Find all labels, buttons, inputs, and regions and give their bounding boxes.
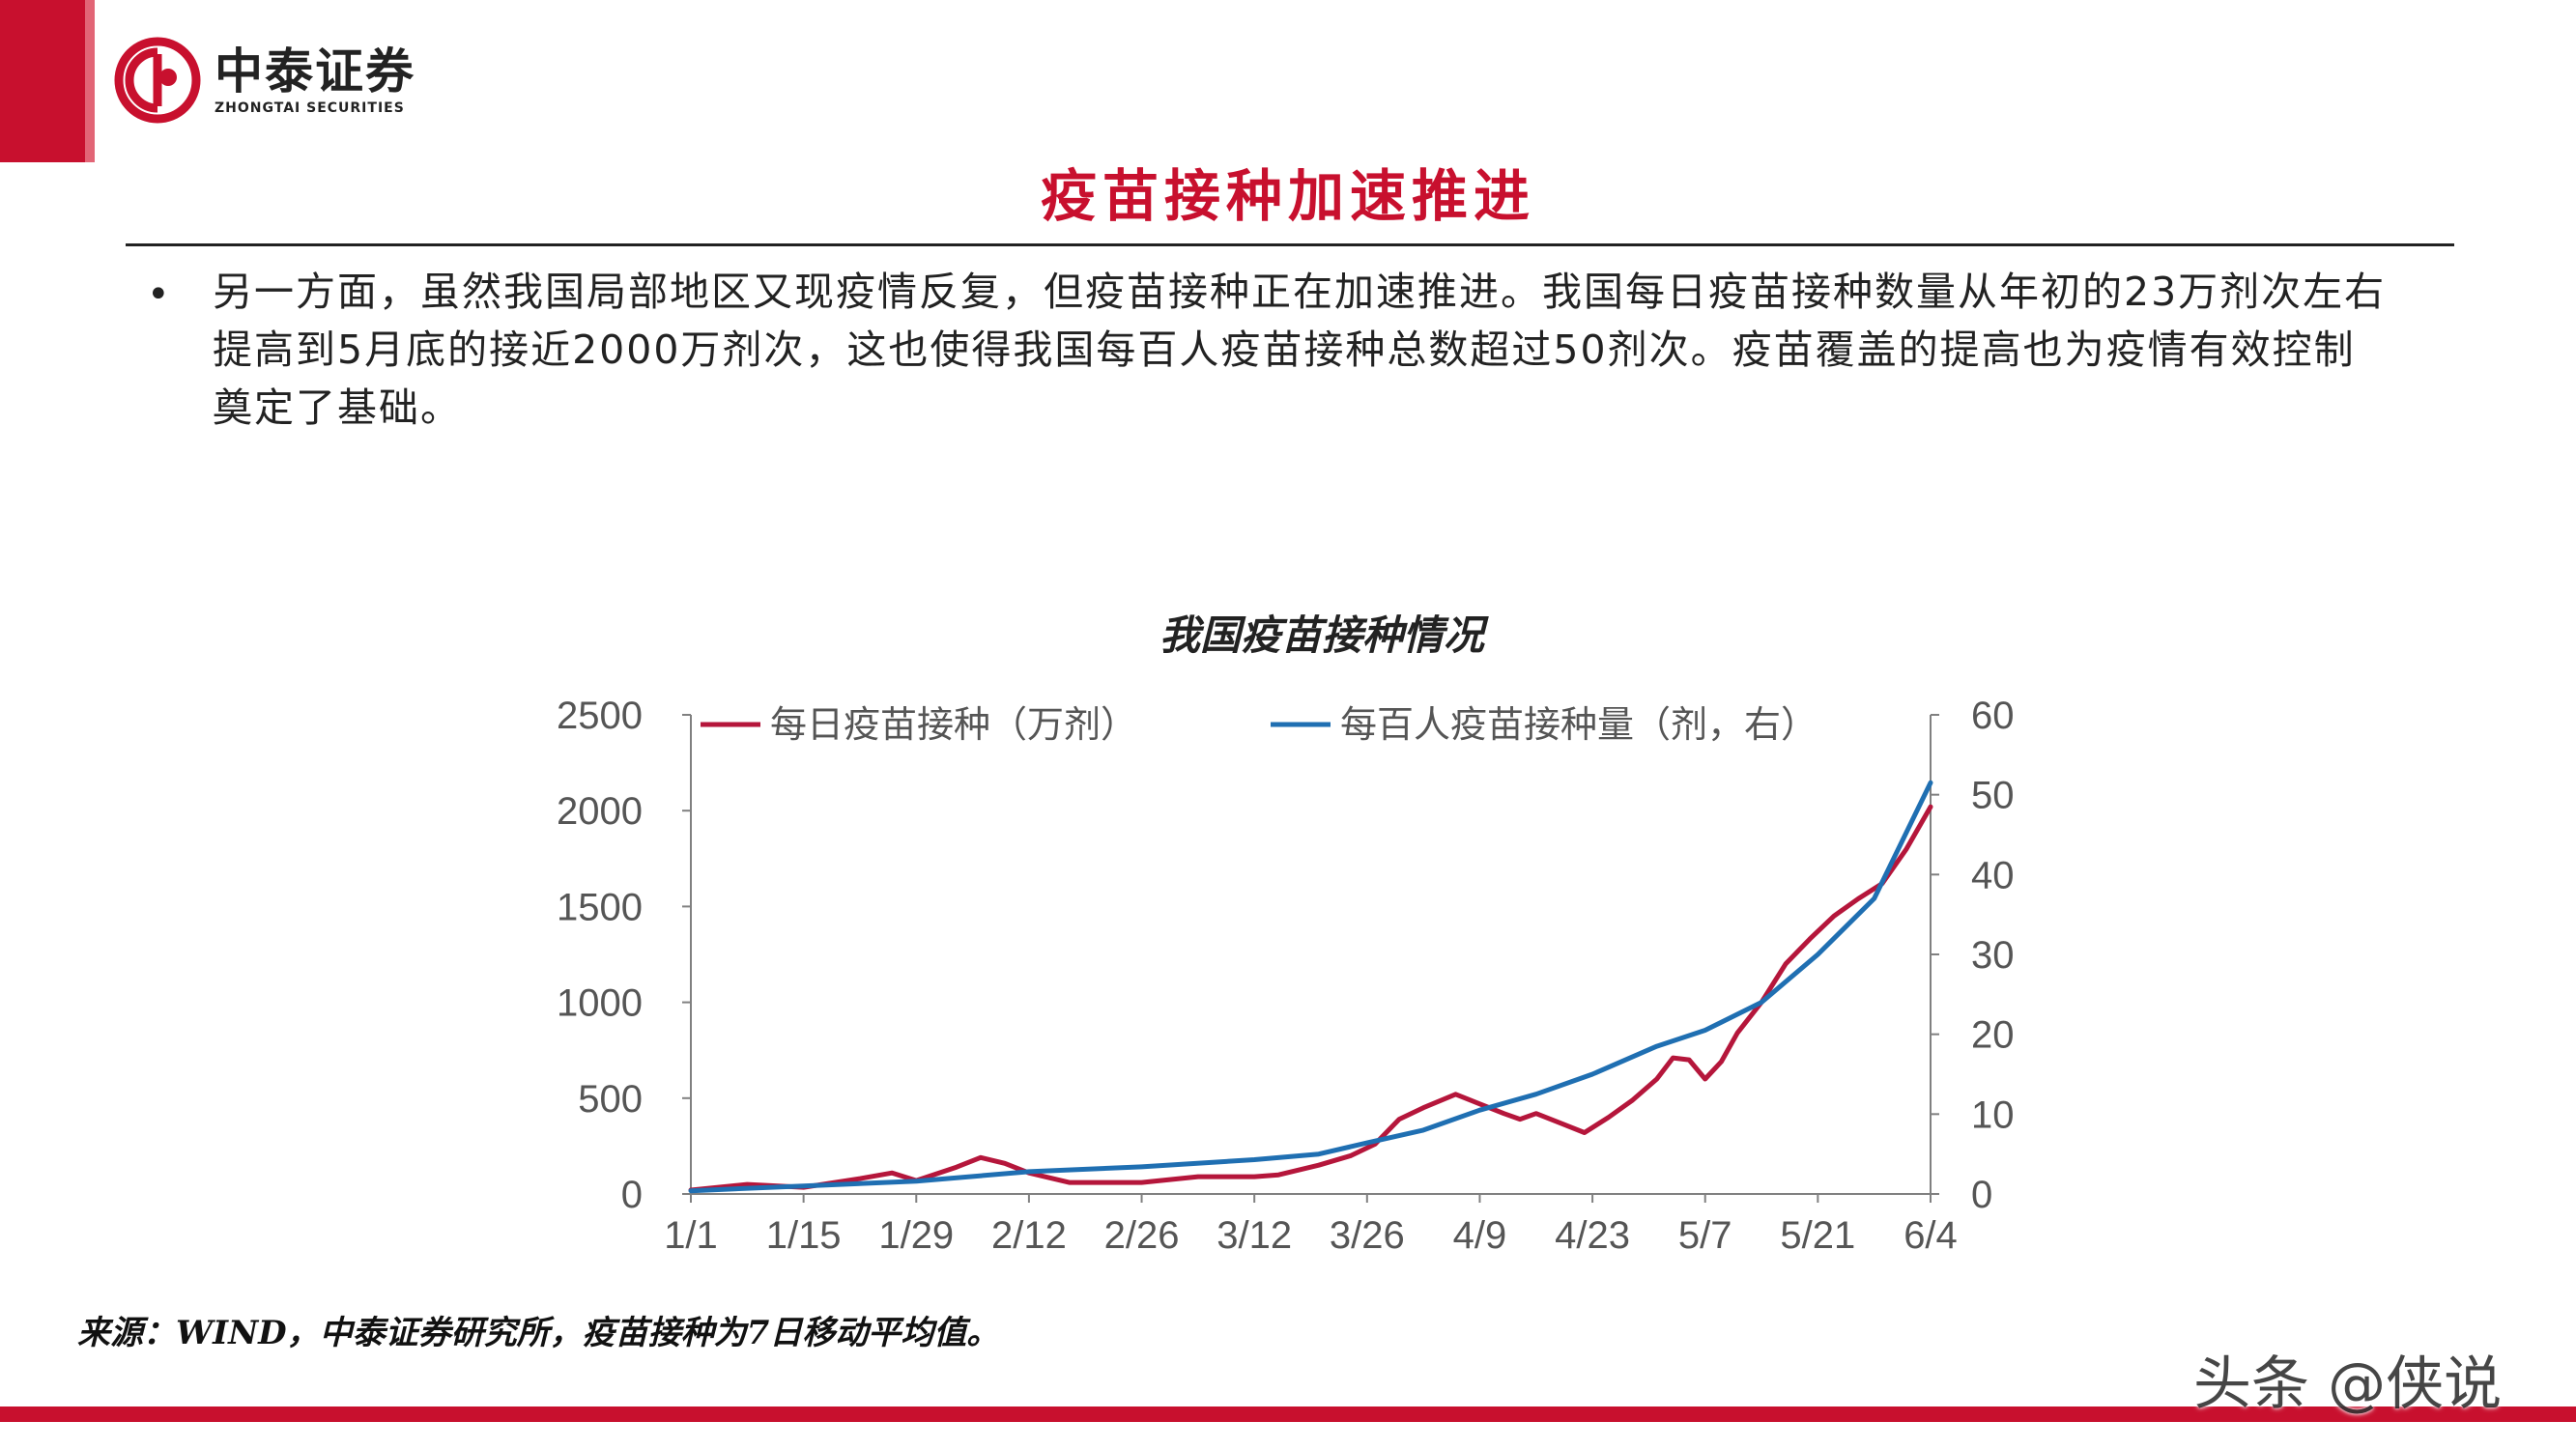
x-tick-label: 6/4 bbox=[1903, 1214, 1958, 1257]
logo-chinese-name: 中泰证券 bbox=[215, 43, 415, 99]
x-tick-label: 5/7 bbox=[1678, 1214, 1732, 1257]
y-left-tick-label: 1500 bbox=[557, 886, 643, 928]
title-divider bbox=[126, 243, 2454, 246]
bullet-marker: • bbox=[147, 272, 170, 317]
page-title: 疫苗接种加速推进 bbox=[1040, 163, 1535, 229]
x-tick-label: 2/26 bbox=[1104, 1214, 1180, 1257]
watermark-text: 头条 @侠说 bbox=[2193, 1350, 2503, 1418]
y-left-tick-label: 1000 bbox=[557, 982, 643, 1025]
source-note: 来源：WIND，中泰证券研究所，疫苗接种为7日移动平均值。 bbox=[77, 1314, 1000, 1352]
y-right-tick-label: 10 bbox=[1971, 1094, 2015, 1136]
y-right-tick-label: 30 bbox=[1971, 934, 2015, 977]
x-tick-label: 3/12 bbox=[1216, 1214, 1292, 1257]
x-tick-label: 4/23 bbox=[1555, 1214, 1630, 1257]
chart-axes: 0 500 1000 1500 2000 2500 0 10 20 30 40 50 60 1/1 1/15… bbox=[557, 695, 2014, 1257]
y-left-tick-label: 2500 bbox=[557, 695, 643, 737]
bottom-brand-bar bbox=[0, 1406, 2576, 1422]
chart-series-layer bbox=[688, 780, 1933, 1194]
y-left-tick-label: 2000 bbox=[557, 790, 643, 833]
x-tick-label: 5/21 bbox=[1780, 1214, 1855, 1257]
x-tick-label: 4/9 bbox=[1453, 1214, 1507, 1257]
y-left-tick-label: 500 bbox=[578, 1078, 643, 1121]
x-tick-label: 3/26 bbox=[1330, 1214, 1405, 1257]
y-right-tick-label: 50 bbox=[1971, 775, 2015, 817]
y-right-tick-label: 60 bbox=[1971, 695, 2015, 737]
legend-label-0: 每日疫苗接种（万剂） bbox=[770, 703, 1137, 746]
y-right-tick-label: 0 bbox=[1971, 1174, 1992, 1216]
y-left-tick-label: 0 bbox=[621, 1174, 643, 1216]
chart-legend: 每日疫苗接种（万剂） 每百人疫苗接种量（剂，右） bbox=[701, 703, 1818, 746]
chart-title: 我国疫苗接种情况 bbox=[1159, 611, 1489, 659]
logo-english-name: ZHONGTAI SECURITIES bbox=[215, 100, 405, 116]
brand-corner-bar bbox=[0, 0, 95, 162]
x-tick-label: 1/1 bbox=[664, 1214, 718, 1257]
zhongtai-logo-icon bbox=[114, 37, 201, 124]
company-logo: 中泰证券 ZHONGTAI SECURITIES bbox=[114, 37, 415, 124]
daily-vaccination-line bbox=[688, 804, 1933, 1193]
x-tick-label: 2/12 bbox=[991, 1214, 1067, 1257]
per-hundred-doses-line bbox=[688, 780, 1933, 1194]
y-right-tick-label: 20 bbox=[1971, 1014, 2015, 1057]
y-right-tick-label: 40 bbox=[1971, 854, 2015, 896]
x-tick-label: 1/15 bbox=[766, 1214, 842, 1257]
body-paragraph: 另一方面，虽然我国局部地区又现疫情反复，但疫苗接种正在加速推进。我国每日疫苗接种… bbox=[213, 269, 2387, 431]
legend-label-1: 每百人疫苗接种量（剂，右） bbox=[1340, 703, 1818, 746]
vaccination-chart: 我国疫苗接种情况 0 500 1000 1500 2000 2500 0 10 20 30 40 50… bbox=[557, 611, 2014, 1257]
x-tick-label: 1/29 bbox=[878, 1214, 954, 1257]
